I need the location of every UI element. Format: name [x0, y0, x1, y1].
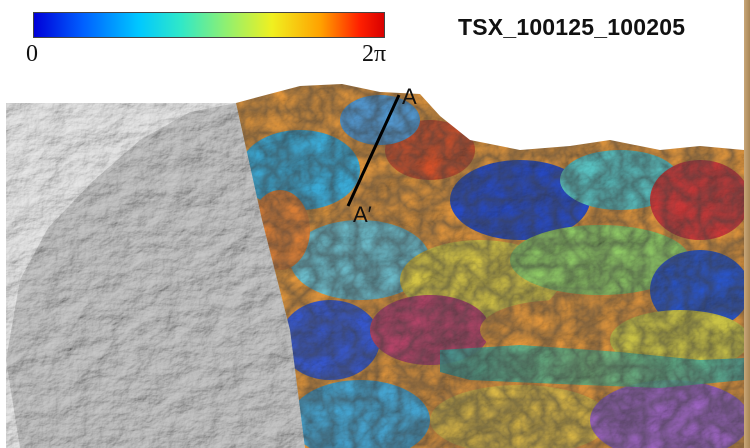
colorbar-min-label: 0 [26, 41, 38, 67]
phase-colorbar [33, 12, 385, 38]
interferogram-title: TSX_100125_100205 [458, 14, 686, 40]
profile-end-label: A′ [353, 202, 372, 227]
frame-edge [744, 0, 750, 448]
profile-start-label: A [402, 84, 417, 109]
colorbar-max-label: 2π [362, 41, 387, 67]
profile-line [346, 94, 401, 207]
interferogram-region [236, 84, 744, 448]
